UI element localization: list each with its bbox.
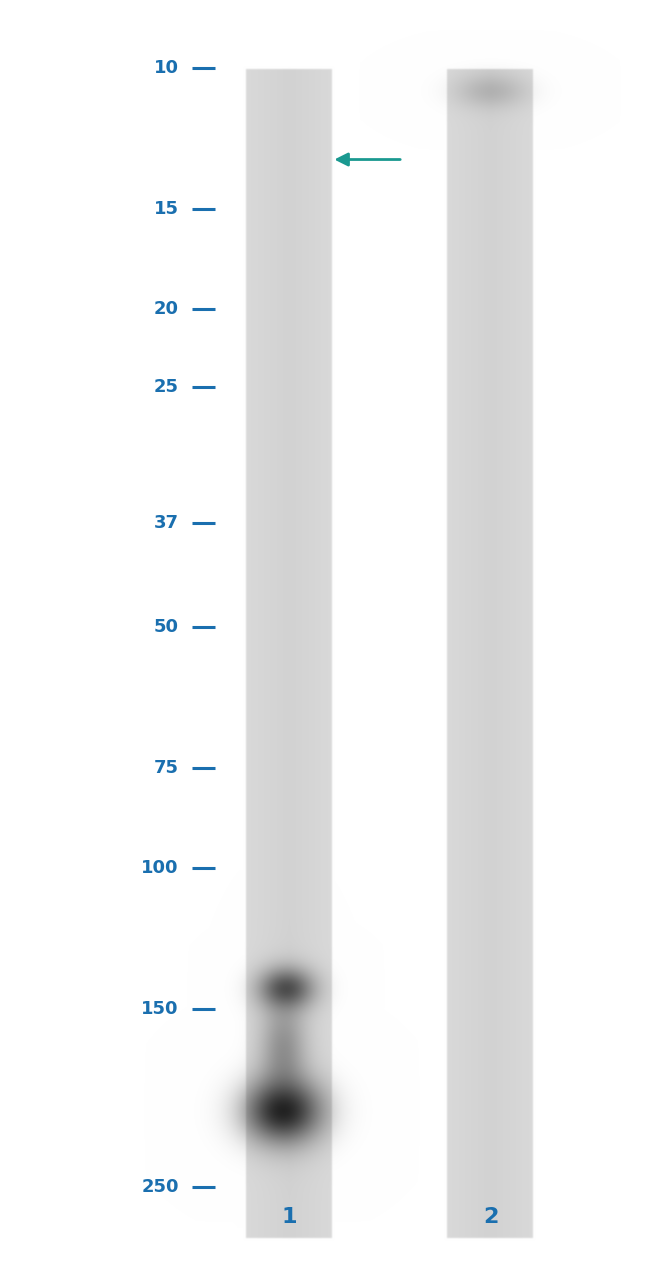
Text: 100: 100 — [141, 860, 179, 878]
Text: 25: 25 — [154, 377, 179, 396]
Text: 50: 50 — [154, 618, 179, 636]
Text: 75: 75 — [154, 759, 179, 777]
Text: 150: 150 — [141, 999, 179, 1019]
Text: 20: 20 — [154, 300, 179, 319]
Text: 2: 2 — [483, 1206, 499, 1227]
Text: 250: 250 — [141, 1177, 179, 1195]
Text: 15: 15 — [154, 201, 179, 218]
Text: 10: 10 — [154, 60, 179, 77]
Text: 37: 37 — [154, 514, 179, 532]
Text: 1: 1 — [281, 1206, 297, 1227]
